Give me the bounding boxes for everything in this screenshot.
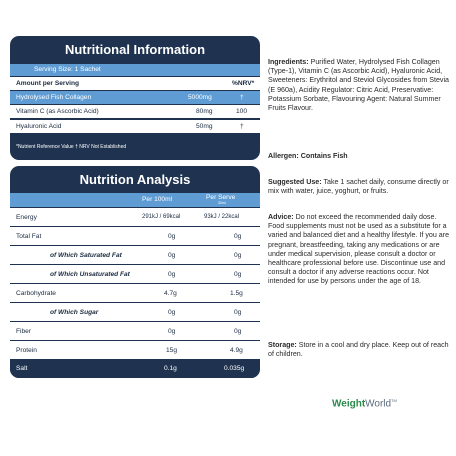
per-serve-subheader: 30ml xyxy=(218,201,226,205)
allergen-text: Contains Fish xyxy=(300,152,348,160)
row-per100: 0.1g xyxy=(164,365,177,372)
row-perserve: 0g xyxy=(234,233,242,240)
row-name: Fiber xyxy=(16,328,32,335)
row-name: of Which Saturated Fat xyxy=(50,252,122,259)
storage-text: Store in a cool and dry place. Keep out … xyxy=(268,341,449,359)
row-per100: 0g xyxy=(168,233,176,240)
nrv-footnote: *Nutrient Reference Value † NRV Not Esta… xyxy=(16,144,127,150)
ingredients-text: Purified Water, Hydrolysed Fish Collagen… xyxy=(268,58,449,113)
row-perserve: 1.5g xyxy=(230,290,243,297)
row-per100: 0g xyxy=(168,271,176,278)
table-row: Salt 0.1g 0.035g xyxy=(10,360,260,378)
weightworld-logo: WeightWorldTM xyxy=(332,398,397,409)
nutrition-analysis-title: Nutrition Analysis xyxy=(79,172,191,187)
table-row: Hyaluronic Acid 50mg † xyxy=(10,119,260,133)
row-nrv: † xyxy=(240,123,244,130)
row-name: Protein xyxy=(16,347,37,354)
logo-world: World xyxy=(365,398,392,410)
row-name: of Which Unsaturated Fat xyxy=(50,271,130,278)
nrv-header: %NRV* xyxy=(232,80,255,87)
advice-label: Advice: xyxy=(268,213,294,221)
table-row: Hydrolysed Fish Collagen 5000mg † xyxy=(10,91,260,104)
row-per100: 0g xyxy=(168,309,176,316)
storage-label: Storage: xyxy=(268,341,297,349)
amount-per-serving-label: Amount per Serving xyxy=(16,80,80,87)
row-per100: 4.7g xyxy=(164,290,177,297)
advice-text: Do not exceed the recommended daily dose… xyxy=(268,213,450,286)
allergen-block: Allergen: Contains Fish xyxy=(268,152,452,161)
storage-block: Storage: Store in a cool and dry place. … xyxy=(268,341,452,359)
table-row: of Which Unsaturated Fat 0g 0g xyxy=(10,265,260,283)
row-perserve: 0g xyxy=(234,309,242,316)
row-name: Hydrolysed Fish Collagen xyxy=(16,94,92,101)
advice-block: Advice: Do not exceed the recommended da… xyxy=(268,213,452,287)
nutrition-analysis-panel: Nutrition Analysis Per 100ml Per Serve 3… xyxy=(10,166,260,378)
row-amount: 80mg xyxy=(196,108,213,115)
row-name: Total Fat xyxy=(16,233,42,240)
row-per100: 0g xyxy=(168,252,176,259)
table-row: Carbohydrate 4.7g 1.5g xyxy=(10,284,260,302)
row-perserve: 93kJ / 22kcal xyxy=(204,214,240,220)
row-name: Energy xyxy=(16,214,37,221)
table-row: Total Fat 0g 0g xyxy=(10,227,260,245)
suggested-use-text: Take 1 sachet daily, consume directly or… xyxy=(268,178,449,196)
table-row: Vitamin C (as Ascorbic Acid) 80mg 100 xyxy=(10,105,260,118)
allergen-label: Allergen: xyxy=(268,152,299,160)
ingredients-block: Ingredients: Purified Water, Hydrolysed … xyxy=(268,58,452,113)
serving-size-row: Serving Size: 1 Sachet xyxy=(10,64,260,76)
row-perserve: 0.035g xyxy=(224,365,245,372)
serving-size-text: Serving Size: 1 Sachet xyxy=(34,66,101,73)
row-per100: 15g xyxy=(166,347,178,354)
nutritional-information-panel: Nutritional Information Serving Size: 1 … xyxy=(10,36,260,160)
row-perserve: 0g xyxy=(234,271,242,278)
row-per100: 291kJ / 69kcal xyxy=(142,214,181,220)
analysis-header-row: Per 100ml Per Serve 30ml xyxy=(10,193,260,207)
table-row: of Which Saturated Fat 0g 0g xyxy=(10,246,260,264)
suggested-use-block: Suggested Use: Take 1 sachet daily, cons… xyxy=(268,178,452,196)
logo-tm: TM xyxy=(391,398,397,403)
row-nrv: † xyxy=(240,94,244,101)
row-name: Carbohydrate xyxy=(16,290,56,297)
row-name: of Which Sugar xyxy=(50,309,99,316)
per-serve-header: Per Serve xyxy=(206,194,236,201)
suggested-use-label: Suggested Use: xyxy=(268,178,322,186)
row-perserve: 0g xyxy=(234,328,242,335)
row-nrv: 100 xyxy=(236,108,248,115)
nutritional-information-title: Nutritional Information xyxy=(64,42,206,57)
row-perserve: 0g xyxy=(234,252,242,259)
row-per100: 0g xyxy=(168,328,176,335)
row-amount: 50mg xyxy=(196,123,213,130)
per-100ml-header: Per 100ml xyxy=(142,196,173,203)
table-row: Energy 291kJ / 69kcal 93kJ / 22kcal xyxy=(10,208,260,226)
row-amount: 5000mg xyxy=(188,94,212,101)
table-row: Fiber 0g 0g xyxy=(10,322,260,340)
amount-header-row: Amount per Serving %NRV* xyxy=(10,77,260,90)
row-perserve: 4.9g xyxy=(230,347,243,354)
row-name: Hyaluronic Acid xyxy=(16,123,62,130)
table-row: of Which Sugar 0g 0g xyxy=(10,303,260,321)
table-row: Protein 15g 4.9g xyxy=(10,341,260,359)
ingredients-label: Ingredients: xyxy=(268,58,309,66)
row-name: Salt xyxy=(16,365,28,372)
logo-weight: Weight xyxy=(332,398,366,410)
row-name: Vitamin C (as Ascorbic Acid) xyxy=(16,108,99,115)
